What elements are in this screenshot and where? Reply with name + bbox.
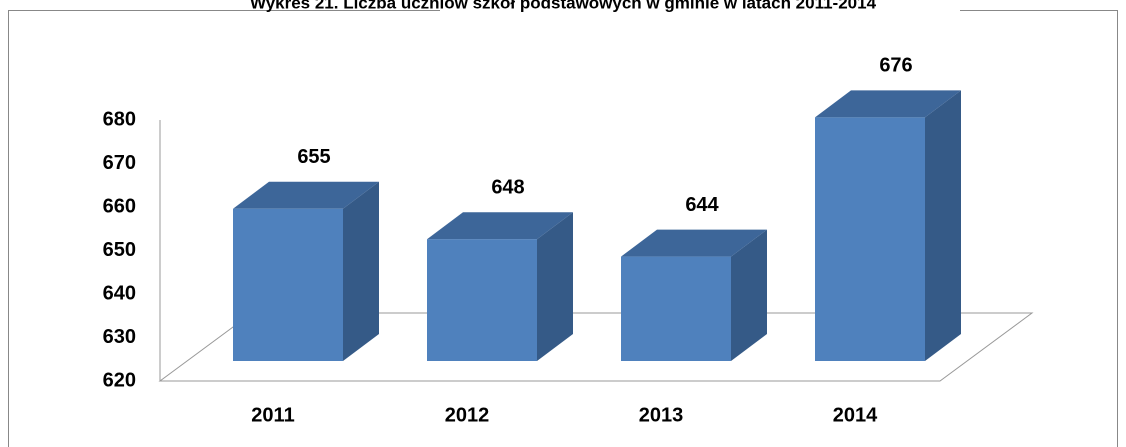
y-tick-label: 670 [103,152,136,174]
bar [621,256,731,361]
bar-top [233,181,379,209]
floor [158,312,1034,382]
title-background [440,0,960,18]
bar-side [343,181,379,361]
bar-top [621,229,767,257]
y-tick-label: 630 [103,326,136,348]
bar-top [815,90,961,118]
x-tick-label: 2014 [833,404,878,426]
bar [815,117,925,362]
bar [233,208,343,361]
x-tick-label: 2013 [639,404,684,426]
y-tick-label: 620 [103,369,136,391]
bar-side [537,212,573,361]
bar-top [427,212,573,240]
bar [427,239,537,361]
value-label: 676 [879,55,912,77]
chart-title: Wykres 21. Liczba uczniów szkół podstawo… [250,0,877,12]
value-label: 655 [297,146,330,168]
value-label: 644 [685,194,719,216]
y-tick-label: 640 [103,282,136,304]
value-label: 648 [491,176,524,198]
y-tick-label: 660 [103,195,136,217]
bar-side [731,229,767,361]
x-tick-label: 2011 [251,404,294,426]
bar-side [925,90,961,362]
y-tick-label: 650 [103,239,136,261]
x-tick-label: 2012 [445,404,490,426]
y-tick-label: 680 [103,108,136,130]
